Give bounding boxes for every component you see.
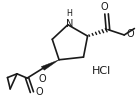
Text: O: O — [36, 87, 44, 97]
Text: H: H — [66, 9, 72, 18]
Text: O: O — [39, 74, 47, 84]
Polygon shape — [41, 60, 59, 70]
Text: O: O — [100, 2, 108, 12]
Text: N: N — [66, 19, 73, 29]
Text: HCl: HCl — [92, 66, 111, 76]
Text: O: O — [126, 29, 134, 39]
